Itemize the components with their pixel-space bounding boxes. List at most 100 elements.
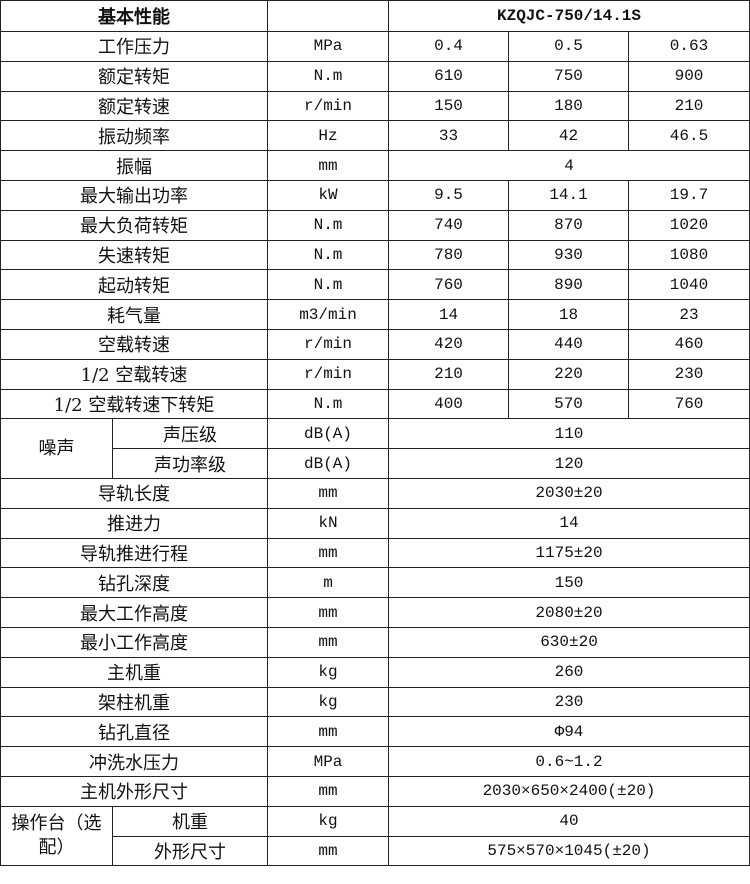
table-row: 最小工作高度 mm 630±20 bbox=[0, 626, 750, 658]
value-cell: 0.5 bbox=[508, 31, 629, 62]
value-cell: 150 bbox=[388, 567, 750, 599]
value-cell: 46.5 bbox=[628, 120, 750, 152]
table-row: 1/2 空载转速 r/min 210 220 230 bbox=[0, 358, 750, 390]
param-label: 最小工作高度 bbox=[0, 626, 268, 658]
value-cell: 400 bbox=[388, 388, 509, 420]
unit-cell: kg bbox=[267, 686, 389, 718]
value-cell: 760 bbox=[388, 269, 509, 301]
table-row: 架柱机重 kg 230 bbox=[0, 686, 750, 718]
header-row: 基本性能 KZQJC-750/14.1S bbox=[0, 0, 750, 32]
value-cell: 900 bbox=[628, 60, 750, 92]
unit-cell: mm bbox=[267, 537, 389, 569]
table-row: 声功率级 dB(A) 120 bbox=[1, 448, 750, 479]
table-row: 操作台（选配） 机重 kg 40 bbox=[0, 805, 750, 867]
table-row: 空载转速 r/min 420 440 460 bbox=[0, 328, 750, 360]
table-row: 最大负荷转矩 N.m 740 870 1020 bbox=[0, 209, 750, 241]
table-row: 外形尺寸 mm 575×570×1045(±20) bbox=[1, 835, 750, 867]
param-label: 主机重 bbox=[0, 656, 268, 688]
table-row: 主机重 kg 260 bbox=[0, 656, 750, 688]
table-row: 导轨推进行程 mm 1175±20 bbox=[0, 537, 750, 569]
param-label: 最大输出功率 bbox=[0, 179, 268, 211]
value-cell: 2080±20 bbox=[388, 597, 750, 628]
unit-cell: mm bbox=[267, 775, 389, 807]
header-title: 基本性能 bbox=[0, 0, 268, 32]
param-label: 额定转速 bbox=[0, 90, 268, 122]
group-label: 操作台（选配） bbox=[0, 805, 113, 867]
value-cell: 2030±20 bbox=[388, 477, 750, 509]
unit-cell: r/min bbox=[267, 90, 389, 122]
table-row: 最大工作高度 mm 2080±20 bbox=[0, 597, 750, 628]
param-label: 钻孔深度 bbox=[0, 567, 268, 599]
value-cell: 150 bbox=[388, 90, 509, 122]
param-label: 架柱机重 bbox=[0, 686, 268, 718]
value-cell: 575×570×1045(±20) bbox=[388, 835, 750, 867]
value-cell: 750 bbox=[508, 60, 629, 92]
unit-cell: m bbox=[267, 567, 389, 599]
param-label: 振动频率 bbox=[0, 120, 268, 152]
table-row: 起动转矩 N.m 760 890 1040 bbox=[0, 269, 750, 301]
value-cell: 4 bbox=[388, 150, 750, 181]
value-cell: 0.63 bbox=[628, 31, 750, 62]
unit-cell: kg bbox=[267, 805, 389, 837]
unit-cell: mm bbox=[267, 716, 389, 748]
param-label: 冲洗水压力 bbox=[0, 746, 268, 777]
unit-cell: N.m bbox=[267, 239, 389, 271]
unit-cell: MPa bbox=[267, 746, 389, 777]
value-cell: 760 bbox=[628, 388, 750, 420]
unit-cell: mm bbox=[267, 150, 389, 181]
value-cell: 0.4 bbox=[388, 31, 509, 62]
group-label: 噪声 bbox=[0, 418, 113, 479]
table-row: 额定转矩 N.m 610 750 900 bbox=[0, 60, 750, 92]
value-cell: 740 bbox=[388, 209, 509, 241]
value-cell: 870 bbox=[508, 209, 629, 241]
param-label: 工作压力 bbox=[0, 31, 268, 62]
table-row: 主机外形尺寸 mm 2030×650×2400(±20) bbox=[0, 775, 750, 807]
value-cell: 14 bbox=[388, 299, 509, 330]
value-cell: 890 bbox=[508, 269, 629, 301]
value-cell: 2030×650×2400(±20) bbox=[388, 775, 750, 807]
value-cell: Φ94 bbox=[388, 716, 750, 748]
value-cell: 420 bbox=[388, 328, 509, 360]
unit-cell: kN bbox=[267, 507, 389, 539]
unit-cell: mm bbox=[267, 477, 389, 509]
value-cell: 18 bbox=[508, 299, 629, 330]
value-cell: 230 bbox=[388, 686, 750, 718]
param-label: 导轨推进行程 bbox=[0, 537, 268, 569]
param-label: 耗气量 bbox=[0, 299, 268, 330]
table-row: 额定转速 r/min 150 180 210 bbox=[0, 90, 750, 122]
value-cell: 610 bbox=[388, 60, 509, 92]
table-row: 冲洗水压力 MPa 0.6~1.2 bbox=[0, 746, 750, 777]
unit-cell: dB(A) bbox=[267, 448, 389, 479]
value-cell: 460 bbox=[628, 328, 750, 360]
param-label: 钻孔直径 bbox=[0, 716, 268, 748]
param-label: 失速转矩 bbox=[0, 239, 268, 271]
value-cell: 42 bbox=[508, 120, 629, 152]
value-cell: 33 bbox=[388, 120, 509, 152]
value-cell: 220 bbox=[508, 358, 629, 390]
unit-cell: dB(A) bbox=[267, 418, 389, 450]
table-row: 最大输出功率 kW 9.5 14.1 19.7 bbox=[0, 179, 750, 211]
param-label: 1/2 空载转速下转矩 bbox=[0, 388, 268, 420]
table-row: 1/2 空载转速下转矩 N.m 400 570 760 bbox=[0, 388, 750, 420]
value-cell: 230 bbox=[628, 358, 750, 390]
table-row: 噪声 声压级 dB(A) 110 bbox=[0, 418, 750, 479]
header-model: KZQJC-750/14.1S bbox=[388, 0, 750, 32]
value-cell: 930 bbox=[508, 239, 629, 271]
value-cell: 440 bbox=[508, 328, 629, 360]
value-cell: 14.1 bbox=[508, 179, 629, 211]
table-row: 导轨长度 mm 2030±20 bbox=[0, 477, 750, 509]
value-cell: 9.5 bbox=[388, 179, 509, 211]
unit-cell: N.m bbox=[267, 269, 389, 301]
unit-cell: mm bbox=[267, 597, 389, 628]
value-cell: 1175±20 bbox=[388, 537, 750, 569]
param-label: 1/2 空载转速 bbox=[0, 358, 268, 390]
param-label: 额定转矩 bbox=[0, 60, 268, 92]
unit-cell: N.m bbox=[267, 388, 389, 420]
value-cell: 1080 bbox=[628, 239, 750, 271]
table-row: 振动频率 Hz 33 42 46.5 bbox=[0, 120, 750, 152]
table-row: 工作压力 MPa 0.4 0.5 0.63 bbox=[0, 31, 750, 62]
param-label: 空载转速 bbox=[0, 328, 268, 360]
param-label: 主机外形尺寸 bbox=[0, 775, 268, 807]
param-label: 外形尺寸 bbox=[112, 835, 268, 867]
